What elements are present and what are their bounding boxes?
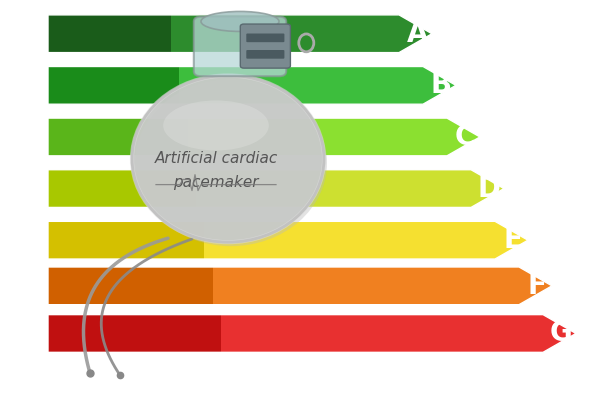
Polygon shape bbox=[48, 66, 179, 104]
Polygon shape bbox=[48, 118, 188, 156]
Ellipse shape bbox=[132, 75, 324, 242]
Text: D: D bbox=[478, 175, 500, 202]
Text: G: G bbox=[550, 320, 572, 347]
FancyBboxPatch shape bbox=[194, 17, 286, 76]
Text: pacemaker: pacemaker bbox=[173, 175, 259, 190]
Text: C: C bbox=[455, 123, 475, 151]
Polygon shape bbox=[48, 118, 480, 156]
FancyBboxPatch shape bbox=[240, 24, 290, 68]
Polygon shape bbox=[48, 222, 205, 259]
Polygon shape bbox=[48, 314, 221, 353]
Text: B: B bbox=[431, 71, 452, 99]
Ellipse shape bbox=[135, 79, 327, 246]
Polygon shape bbox=[48, 15, 171, 52]
Polygon shape bbox=[48, 314, 576, 353]
Polygon shape bbox=[48, 267, 213, 305]
Ellipse shape bbox=[163, 100, 269, 150]
Polygon shape bbox=[48, 66, 456, 104]
Polygon shape bbox=[48, 170, 504, 207]
Polygon shape bbox=[48, 267, 552, 305]
Text: A: A bbox=[406, 20, 428, 48]
Text: F: F bbox=[528, 272, 547, 300]
Text: Artificial cardiac: Artificial cardiac bbox=[154, 151, 278, 166]
Polygon shape bbox=[48, 15, 432, 52]
Text: E: E bbox=[504, 226, 523, 254]
FancyBboxPatch shape bbox=[247, 33, 284, 42]
Ellipse shape bbox=[201, 12, 279, 31]
FancyBboxPatch shape bbox=[247, 50, 284, 59]
Polygon shape bbox=[48, 170, 196, 207]
Polygon shape bbox=[48, 222, 528, 259]
